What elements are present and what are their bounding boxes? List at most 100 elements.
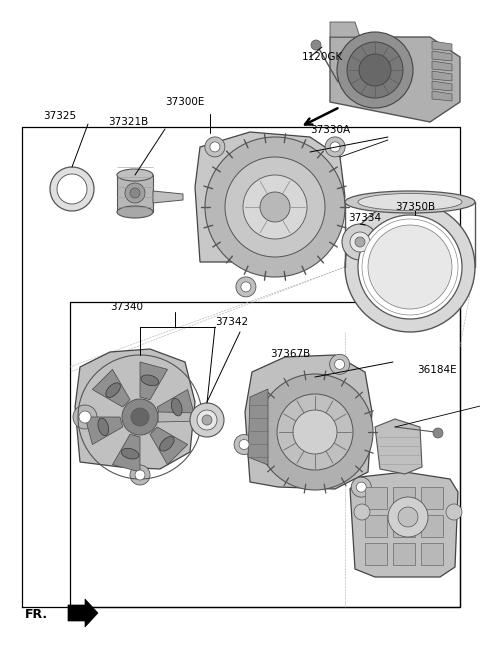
Text: 37321B: 37321B xyxy=(108,117,148,127)
Circle shape xyxy=(190,403,224,437)
Text: 37330A: 37330A xyxy=(310,125,350,135)
Circle shape xyxy=(311,40,321,50)
Polygon shape xyxy=(330,22,360,37)
Circle shape xyxy=(359,54,391,86)
Polygon shape xyxy=(68,599,98,627)
Polygon shape xyxy=(350,472,458,577)
Circle shape xyxy=(79,411,91,423)
Circle shape xyxy=(277,394,353,470)
Ellipse shape xyxy=(98,418,108,436)
Polygon shape xyxy=(248,389,268,465)
Circle shape xyxy=(225,157,325,257)
Polygon shape xyxy=(432,91,452,101)
Polygon shape xyxy=(432,41,452,51)
Circle shape xyxy=(342,224,378,260)
Polygon shape xyxy=(365,515,387,537)
Polygon shape xyxy=(117,175,153,212)
Circle shape xyxy=(50,167,94,211)
Text: 37350B: 37350B xyxy=(395,202,435,212)
Ellipse shape xyxy=(106,383,120,397)
Polygon shape xyxy=(85,417,123,445)
Polygon shape xyxy=(365,487,387,509)
Polygon shape xyxy=(365,543,387,565)
Circle shape xyxy=(239,440,249,449)
Polygon shape xyxy=(432,61,452,71)
Circle shape xyxy=(130,188,140,198)
Circle shape xyxy=(241,282,251,292)
Polygon shape xyxy=(432,71,452,81)
Circle shape xyxy=(347,42,403,98)
Text: 37367B: 37367B xyxy=(270,349,310,359)
Ellipse shape xyxy=(141,375,158,386)
Circle shape xyxy=(354,504,370,520)
Polygon shape xyxy=(157,390,195,417)
Polygon shape xyxy=(421,487,443,509)
Circle shape xyxy=(356,482,366,492)
Circle shape xyxy=(135,470,145,480)
Circle shape xyxy=(125,183,145,203)
Polygon shape xyxy=(421,515,443,537)
Text: 37342: 37342 xyxy=(215,317,248,327)
Circle shape xyxy=(345,202,475,332)
Polygon shape xyxy=(375,419,422,474)
Text: 37334: 37334 xyxy=(348,213,381,223)
Polygon shape xyxy=(421,543,443,565)
Circle shape xyxy=(350,232,370,252)
Polygon shape xyxy=(195,132,345,262)
Circle shape xyxy=(446,504,462,520)
Polygon shape xyxy=(150,427,188,464)
Polygon shape xyxy=(330,37,460,122)
Ellipse shape xyxy=(121,448,139,459)
Circle shape xyxy=(362,219,458,315)
Circle shape xyxy=(257,374,373,490)
Circle shape xyxy=(325,137,345,157)
Polygon shape xyxy=(112,434,140,472)
Polygon shape xyxy=(432,51,452,61)
Circle shape xyxy=(337,32,413,108)
Ellipse shape xyxy=(117,206,153,218)
Circle shape xyxy=(57,174,87,204)
Circle shape xyxy=(330,142,340,152)
Circle shape xyxy=(202,415,212,425)
Polygon shape xyxy=(393,515,415,537)
Circle shape xyxy=(293,410,337,454)
Text: 1120GK: 1120GK xyxy=(302,52,343,62)
Ellipse shape xyxy=(117,169,153,181)
Ellipse shape xyxy=(171,398,182,416)
Polygon shape xyxy=(92,369,130,407)
Circle shape xyxy=(236,277,256,297)
Circle shape xyxy=(131,408,149,426)
Polygon shape xyxy=(158,412,200,422)
Ellipse shape xyxy=(358,194,462,210)
Circle shape xyxy=(398,507,418,527)
Text: 37325: 37325 xyxy=(43,111,76,121)
Circle shape xyxy=(197,410,217,430)
Circle shape xyxy=(351,477,372,497)
Text: 36184E: 36184E xyxy=(417,365,456,375)
Circle shape xyxy=(358,215,462,319)
Polygon shape xyxy=(140,362,168,399)
Circle shape xyxy=(130,465,150,485)
Circle shape xyxy=(122,399,158,435)
Circle shape xyxy=(205,137,345,277)
Circle shape xyxy=(433,428,443,438)
Circle shape xyxy=(243,175,307,239)
Circle shape xyxy=(210,142,220,152)
Text: FR.: FR. xyxy=(25,608,48,621)
Circle shape xyxy=(368,225,452,309)
Circle shape xyxy=(234,434,254,455)
Polygon shape xyxy=(432,81,452,91)
Ellipse shape xyxy=(345,191,475,213)
Polygon shape xyxy=(393,487,415,509)
Text: 37300E: 37300E xyxy=(165,97,204,107)
Circle shape xyxy=(388,497,428,537)
Polygon shape xyxy=(153,191,183,203)
Circle shape xyxy=(260,192,290,222)
Circle shape xyxy=(205,137,225,157)
Polygon shape xyxy=(75,349,195,469)
Ellipse shape xyxy=(159,437,174,451)
Circle shape xyxy=(73,405,97,429)
Circle shape xyxy=(355,237,365,247)
Polygon shape xyxy=(245,355,372,489)
Circle shape xyxy=(330,354,349,374)
